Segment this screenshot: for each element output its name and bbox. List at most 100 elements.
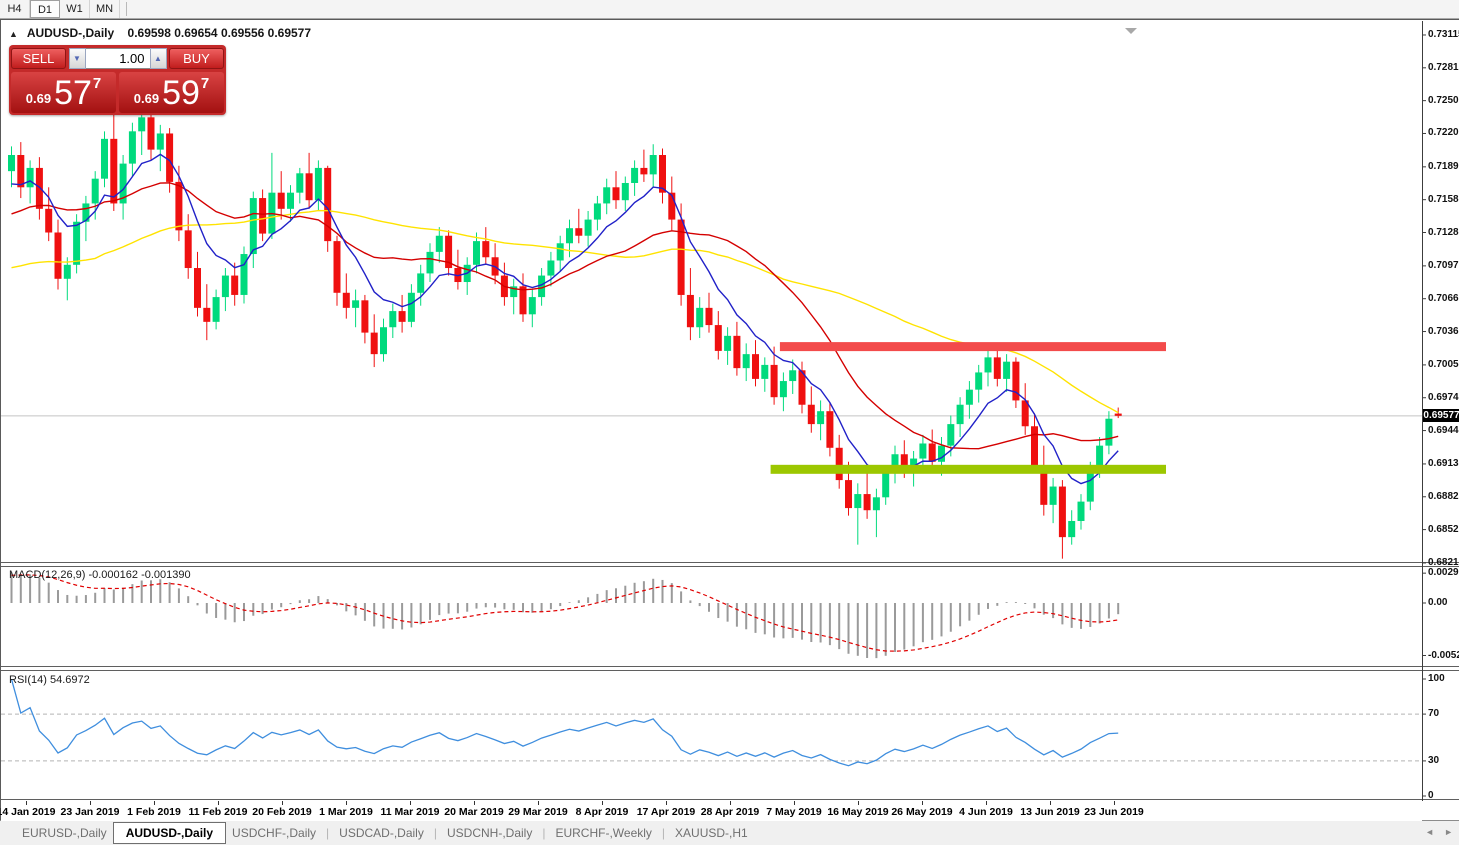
time-axis-tick [858,801,859,805]
time-axis-label: 4 Jun 2019 [959,806,1013,818]
current-price-tag: 0.69577 [1423,408,1459,422]
time-axis-tick [794,801,795,805]
macd-scale-label: -0.00525 [1428,649,1459,661]
rsi-scale-label: 0 [1428,790,1434,801]
tab-eurusd[interactable]: EURUSD-,Daily [22,826,107,840]
price-scale-label: 0.73115 [1428,28,1459,40]
sell-button[interactable]: SELL [11,48,66,69]
price-scale-label: 0.70665 [1428,292,1459,304]
tabs-scroll-right-icon[interactable]: ► [1444,827,1453,837]
time-axis-label: 11 Feb 2019 [188,806,248,818]
time-axis-label: 1 Mar 2019 [319,806,373,818]
time-axis-tick [1050,801,1051,805]
time-axis-label: 11 Mar 2019 [380,806,440,818]
macd-indicator-label: MACD(12,26,9) -0.000162 -0.001390 [9,569,191,581]
time-axis-label: 23 Jan 2019 [60,806,120,818]
time-axis-tick [602,801,603,805]
timeframe-button-h4[interactable]: H4 [0,0,30,18]
time-axis-label: 8 Apr 2019 [575,806,629,818]
time-axis-label: 7 May 2019 [766,806,822,818]
price-scale-label: 0.72505 [1428,94,1459,106]
time-axis-label: 14 Jan 2019 [0,806,56,818]
time-axis-tick [666,801,667,805]
price-scale-label: 0.71585 [1428,193,1459,205]
buy-button[interactable]: BUY [169,48,224,69]
buy-price-sup: 7 [200,75,210,92]
time-axis-tick [1114,801,1115,805]
collapse-trade-panel-icon[interactable]: ▲ [9,29,18,39]
tab-eurchf[interactable]: EURCHF-,Weekly [555,826,652,840]
time-axis[interactable]: 14 Jan 2019 23 Jan 2019 1 Feb 2019 11 Feb 2… [0,801,1422,821]
time-axis-tick [154,801,155,805]
time-axis-label: 20 Mar 2019 [444,806,504,818]
time-axis-label: 13 Jun 2019 [1020,806,1080,818]
time-axis-label: 1 Feb 2019 [127,806,181,818]
time-axis-tick [218,801,219,805]
tab-usdcad[interactable]: USDCAD-,Daily [339,826,424,840]
volume-increase-button[interactable]: ▲ [149,48,167,69]
chart-window: ▲ AUDUSD-,Daily 0.69598 0.69654 0.69556 … [0,19,1459,821]
price-scale-label: 0.68825 [1428,490,1459,502]
time-axis-tick [282,801,283,805]
time-axis-label: 26 May 2019 [891,806,953,818]
timeframe-button-w1[interactable]: W1 [60,0,90,18]
time-axis-label: 28 Apr 2019 [700,806,760,818]
time-axis-label: 20 Feb 2019 [252,806,312,818]
time-axis-label: 17 Apr 2019 [636,806,696,818]
time-axis-tick [986,801,987,805]
time-axis-tick [474,801,475,805]
chart-shift-marker-icon[interactable] [1125,28,1137,34]
volume-input[interactable] [85,48,150,69]
time-axis-tick [26,801,27,805]
time-axis-tick [922,801,923,805]
chart-tabs-bar: EURUSD-,Daily AUDUSD-,Daily USDCHF-,Daily |… [0,820,1459,845]
time-axis-label: 23 Jun 2019 [1084,806,1144,818]
rsi-scale-label: 100 [1428,673,1445,684]
time-axis-label: 29 Mar 2019 [508,806,568,818]
sell-price-small: 0.69 [25,91,52,106]
time-axis-tick [410,801,411,805]
buy-price-big: 59 [162,73,200,112]
timeframe-button-mn[interactable]: MN [90,0,120,18]
tab-audusd[interactable]: AUDUSD-,Daily [112,822,227,844]
chart-ohlc-values: 0.69598 0.69654 0.69556 0.69577 [127,26,312,40]
chart-symbol-label: AUDUSD-,Daily [26,26,115,40]
rsi-scale-label: 70 [1428,708,1440,720]
macd-scale-label: 0.00 [1428,597,1448,608]
tab-separator: | [433,826,437,840]
volume-decrease-button[interactable]: ▼ [68,48,86,69]
tab-separator: | [661,826,666,840]
buy-price-display[interactable]: 0.69 59 7 [119,72,224,113]
tabs-scroll-left-icon[interactable]: ◄ [1425,827,1435,837]
tab-separator: | [542,826,546,840]
tab-usdchf[interactable]: USDCHF-,Daily [232,826,317,840]
time-axis-tick [346,801,347,805]
sell-price-sup: 7 [92,75,102,92]
buy-price-small: 0.69 [133,91,160,106]
tab-xauusd[interactable]: XAUUSD-,H1 [675,826,748,840]
timeframe-button-d1[interactable]: D1 [30,0,60,18]
sell-price-display[interactable]: 0.69 57 7 [11,72,116,113]
tab-usdcnh[interactable]: USDCNH-,Daily [446,826,533,840]
tab-separator: | [326,826,330,840]
volume-stepper: ▼ ▲ [68,48,167,69]
timeframe-toolbar: H4 D1 W1 MN [0,0,1459,19]
rsi-indicator-label: RSI(14) 54.6972 [9,674,90,686]
macd-scale-label: 0.002984 [1428,567,1459,579]
time-axis-tick [90,801,91,805]
chart-canvas[interactable] [1,21,1459,801]
time-axis-tick [538,801,539,805]
rsi-scale-label: 30 [1428,754,1440,766]
